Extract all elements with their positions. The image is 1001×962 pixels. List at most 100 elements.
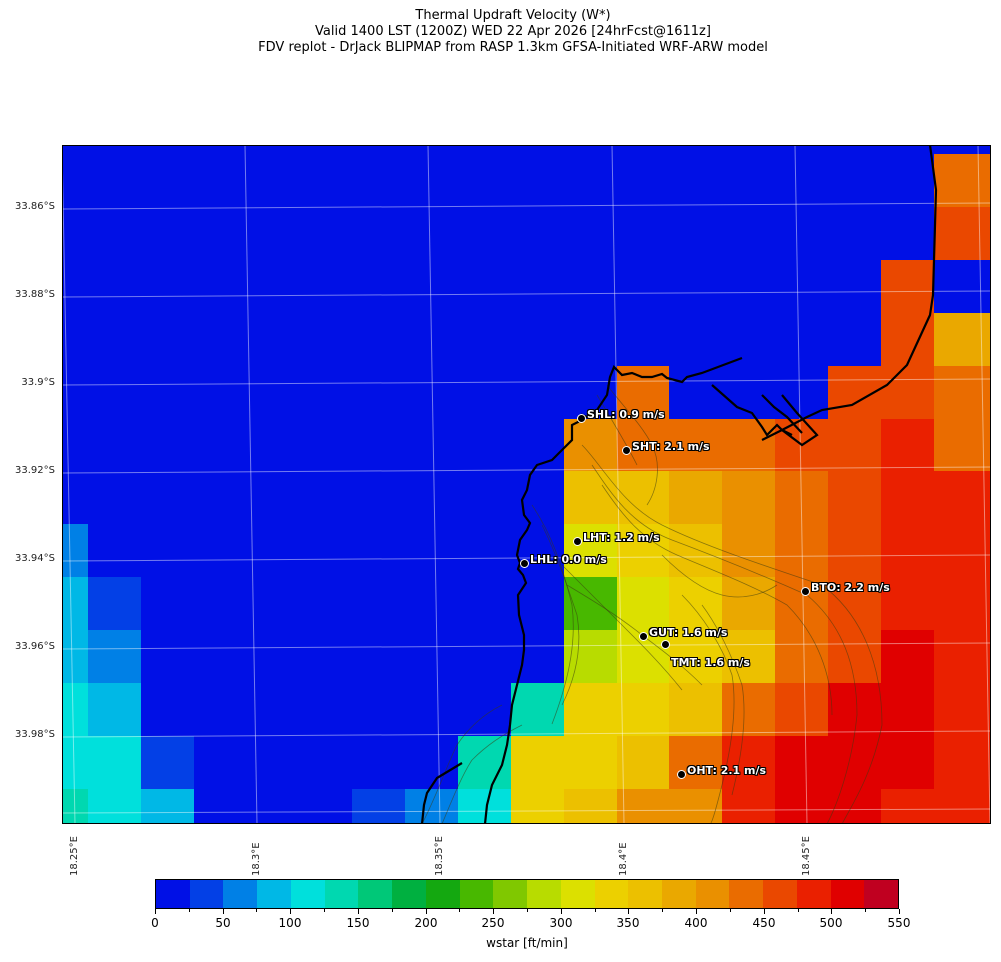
heatmap-cell (194, 577, 247, 630)
colorbar-bin (324, 880, 359, 908)
heatmap-cell (617, 789, 669, 824)
heatmap-cell (62, 630, 88, 683)
heatmap-cell (405, 524, 458, 577)
colorbar-bin (358, 880, 393, 908)
heatmap-cell (458, 366, 511, 419)
heatmap-cell (247, 471, 300, 524)
heatmap-cell (564, 524, 617, 577)
heatmap-cell (828, 154, 881, 207)
heatmap-cell (669, 207, 722, 260)
colorbar-tick-label: 400 (684, 916, 708, 930)
station-label: BTO: 2.2 m/s (811, 581, 890, 594)
heatmap-cell (247, 207, 300, 260)
heatmap-cell (352, 471, 405, 524)
heatmap-cell (247, 145, 300, 154)
station-dot-icon (661, 640, 670, 649)
heatmap-cell (88, 207, 141, 260)
colorbar-tick (459, 909, 460, 912)
map-overlay (62, 145, 991, 824)
heatmap-cell (828, 260, 881, 313)
heatmap-cell (62, 154, 88, 207)
heatmap-cell (300, 736, 352, 789)
heatmap-cell (300, 207, 352, 260)
heatmap-cell (88, 630, 141, 683)
colorbar-bin (459, 880, 494, 908)
heatmap-cell (405, 683, 458, 736)
heatmap-cell (881, 683, 934, 736)
heatmap-cell (352, 154, 405, 207)
heatmap-cell (828, 683, 881, 736)
heatmap-cell (669, 471, 722, 524)
map-plot-area[interactable]: SHL: 0.9 m/s SHT: 2.1 m/s LHT: 1.2 m/s LHL:… (62, 145, 991, 824)
heatmap-cell (141, 524, 194, 577)
heatmap-cell (62, 145, 88, 154)
colorbar-tick (155, 909, 156, 914)
heatmap-cell (722, 419, 775, 471)
heatmap-cell (775, 207, 828, 260)
heatmap-cell (564, 207, 617, 260)
heatmap-cell (828, 736, 881, 789)
colorbar-tick (527, 909, 528, 912)
heatmap-cell (934, 630, 991, 683)
heatmap-cell (247, 524, 300, 577)
heatmap-cell (247, 789, 300, 824)
y-tick-label: 33.92°S (15, 465, 55, 476)
heatmap-cell (934, 207, 991, 260)
heatmap-cell (88, 260, 141, 313)
colorbar-bin (189, 880, 224, 908)
heatmap-cell (405, 630, 458, 683)
heatmap-cell (62, 419, 88, 471)
heatmap-cell (881, 260, 934, 313)
station-label: SHL: 0.9 m/s (587, 408, 665, 421)
colorbar-tick (696, 909, 697, 914)
heatmap-cell (934, 313, 991, 366)
title-line-2: Valid 1400 LST (1200Z) WED 22 Apr 2026 [… (315, 24, 711, 39)
heatmap-cell (458, 207, 511, 260)
colorbar-tick (426, 909, 427, 914)
heatmap-cell (88, 683, 141, 736)
colorbar-bin (527, 880, 561, 908)
station-dot-icon (577, 414, 586, 423)
colorbar-bin (425, 880, 460, 908)
station-label: LHL: 0.0 m/s (530, 553, 607, 566)
colorbar-bin (763, 880, 797, 908)
heatmap-cell (564, 154, 617, 207)
heatmap-cell (247, 154, 300, 207)
x-tick-label: 18.45°E (801, 836, 812, 876)
heatmap-cell (300, 145, 352, 154)
colorbar-tick (392, 909, 393, 912)
station-label: TMT: 1.6 m/s (671, 656, 750, 669)
y-tick-label: 33.98°S (15, 729, 55, 740)
heatmap-cell (511, 419, 564, 471)
heatmap-cell (669, 736, 722, 789)
heatmap-cell (775, 683, 828, 736)
heatmap-cell (511, 789, 564, 824)
heatmap-cell (194, 313, 247, 366)
heatmap-cell (300, 789, 352, 824)
heatmap-cell (775, 524, 828, 577)
heatmap-cell (511, 313, 564, 366)
heatmap-cell (617, 154, 669, 207)
heatmap-cell (669, 260, 722, 313)
heatmap-cell (194, 145, 247, 154)
heatmap-cell (88, 154, 141, 207)
heatmap-cell (194, 207, 247, 260)
heatmap-cell (669, 145, 722, 154)
heatmap-cell (828, 577, 881, 630)
heatmap-cell (458, 260, 511, 313)
heatmap-cell (934, 260, 991, 313)
colorbar-tick-label: 500 (819, 916, 843, 930)
colorbar-bin (493, 880, 528, 908)
heatmap-cell (141, 789, 194, 824)
heatmap-cell (934, 577, 991, 630)
station-dot-icon (520, 559, 529, 568)
heatmap-cell (194, 419, 247, 471)
colorbar-tick (493, 909, 494, 914)
heatmap-cell (617, 419, 669, 471)
heatmap-cell (617, 313, 669, 366)
heatmap-cell (669, 630, 722, 683)
heatmap-cell (564, 736, 617, 789)
y-tick-label: 33.96°S (15, 641, 55, 652)
colorbar-tick (662, 909, 663, 912)
heatmap-cell (88, 736, 141, 789)
